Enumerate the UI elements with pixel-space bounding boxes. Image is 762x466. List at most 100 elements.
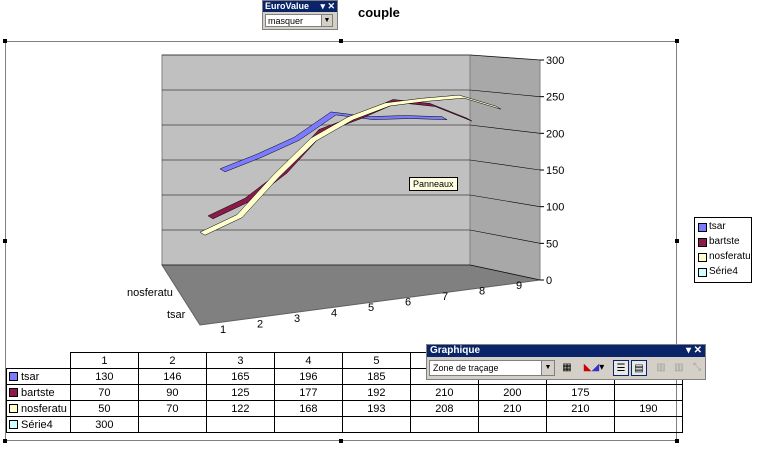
data-table-toggle-icon[interactable]: ▤: [631, 360, 647, 376]
legend-item[interactable]: bartste: [695, 234, 751, 249]
table-cell: 146: [137, 368, 207, 385]
legend-item[interactable]: Série4: [695, 264, 751, 279]
toolbar-options-icon[interactable]: ▾: [685, 345, 691, 356]
y-tick-label: 100: [546, 202, 564, 214]
x-tick-label: 4: [331, 308, 337, 320]
legend-swatch: [698, 268, 707, 277]
table-cell: [273, 416, 343, 433]
table-cell: 168: [273, 400, 343, 417]
eurovalue-toolbar-titlebar[interactable]: EuroValue ▾ ✕: [263, 1, 337, 12]
table-cell: [477, 416, 547, 433]
table-cell: 70: [69, 384, 139, 401]
table-row[interactable]: bartste 70 90 125 177 192 210 200 175: [6, 384, 683, 401]
table-cell: [137, 416, 207, 433]
column-header: 1: [69, 352, 139, 369]
gridline: [469, 89, 541, 97]
x-tick-label: 1: [220, 324, 226, 336]
by-row-icon[interactable]: ▥: [656, 362, 666, 373]
depth-axis-label: tsar: [167, 309, 186, 321]
chevron-down-icon[interactable]: ▼: [541, 361, 554, 375]
y-tick-label: 300: [546, 55, 564, 67]
legend[interactable]: tsar bartste nosferatu Série4: [694, 217, 752, 283]
chart-toolbar-titlebar[interactable]: Graphique ▾ ✕: [427, 345, 705, 357]
chevron-down-icon[interactable]: ▼: [321, 15, 332, 26]
resize-handle[interactable]: [675, 39, 679, 43]
resize-handle[interactable]: [339, 439, 343, 443]
legend-swatch: [698, 253, 707, 262]
table-cell: 210: [409, 384, 479, 401]
table-cell: 70: [137, 400, 207, 417]
toolbar-options-icon[interactable]: ▾: [320, 1, 325, 11]
eurovalue-toolbar-title: EuroValue: [265, 1, 310, 11]
y-tick-label: 250: [546, 92, 564, 104]
table-cell: 165: [205, 368, 275, 385]
table-cell: [613, 384, 683, 401]
row-label: nosferatu: [6, 400, 71, 417]
gridline: [469, 264, 541, 281]
column-header: 5: [341, 352, 411, 369]
x-tick-label: 9: [516, 280, 522, 292]
table-cell: 125: [205, 384, 275, 401]
chart-toolbar-title: Graphique: [430, 345, 481, 356]
tooltip: Panneaux: [409, 177, 458, 191]
table-cell: 210: [477, 400, 547, 417]
chart-type-icon[interactable]: ◣◢▾: [583, 362, 605, 373]
x-tick-label: 8: [479, 286, 485, 298]
resize-handle[interactable]: [3, 239, 7, 243]
table-cell: 177: [273, 384, 343, 401]
table-cell: 208: [409, 400, 479, 417]
table-cell: [341, 416, 411, 433]
resize-handle[interactable]: [3, 439, 7, 443]
legend-toggle-icon[interactable]: ☰: [613, 360, 629, 376]
row-label-text: nosferatu: [21, 402, 67, 415]
resize-handle[interactable]: [675, 439, 679, 443]
depth-axis-label: nosferatu: [127, 287, 173, 299]
row-label-text: tsar: [21, 370, 40, 383]
y-tick-label: 50: [546, 238, 558, 250]
resize-handle[interactable]: [339, 39, 343, 43]
table-cell: 200: [477, 384, 547, 401]
y-tick-label: 150: [546, 165, 564, 177]
series-line-nosferatu[interactable]: [199, 94, 502, 236]
legend-item[interactable]: tsar: [695, 219, 751, 234]
eurovalue-select[interactable]: masquer ▼: [265, 14, 333, 27]
legend-label: nosferatu: [709, 251, 751, 262]
table-cell: [545, 416, 615, 433]
table-cell: [409, 416, 479, 433]
series-swatch: [9, 372, 18, 382]
x-tick-label: 2: [257, 319, 263, 331]
format-selection-icon[interactable]: ▦: [562, 362, 572, 373]
eurovalue-toolbar: EuroValue ▾ ✕ masquer ▼: [262, 0, 338, 30]
y-tick-label: 200: [546, 128, 564, 140]
table-cell: 50: [69, 400, 139, 417]
x-tick-label: 7: [442, 291, 448, 303]
chart-objects-combo[interactable]: Zone de traçage ▼: [429, 360, 555, 376]
series-swatch: [9, 404, 18, 414]
legend-label: Série4: [709, 266, 738, 277]
gridline: [469, 159, 541, 171]
legend-swatch: [698, 238, 707, 247]
close-icon[interactable]: ✕: [327, 1, 335, 11]
resize-handle[interactable]: [3, 39, 7, 43]
table-cell: 193: [341, 400, 411, 417]
resize-handle[interactable]: [675, 239, 679, 243]
legend-label: tsar: [709, 221, 726, 232]
eurovalue-select-value: masquer: [268, 16, 304, 26]
table-cell: 122: [205, 400, 275, 417]
column-header: 4: [273, 352, 343, 369]
close-icon[interactable]: ✕: [693, 345, 702, 356]
table-row[interactable]: Série4 300: [6, 416, 683, 433]
side-wall[interactable]: [469, 54, 541, 281]
legend-item[interactable]: nosferatu: [695, 249, 751, 264]
x-tick-label: 6: [405, 297, 411, 309]
table-cell: 130: [69, 368, 139, 385]
table-row[interactable]: nosferatu 50 70 122 168 193 208 210 210 190: [6, 400, 683, 417]
series-line-tsar[interactable]: [219, 111, 448, 173]
angle-text-icon[interactable]: ⤡: [693, 362, 701, 373]
table-cell: [613, 416, 683, 433]
table-cell: 90: [137, 384, 207, 401]
table-cell: 210: [545, 400, 615, 417]
row-label-text: Série4: [21, 418, 53, 431]
by-column-icon[interactable]: ▥: [674, 362, 684, 373]
